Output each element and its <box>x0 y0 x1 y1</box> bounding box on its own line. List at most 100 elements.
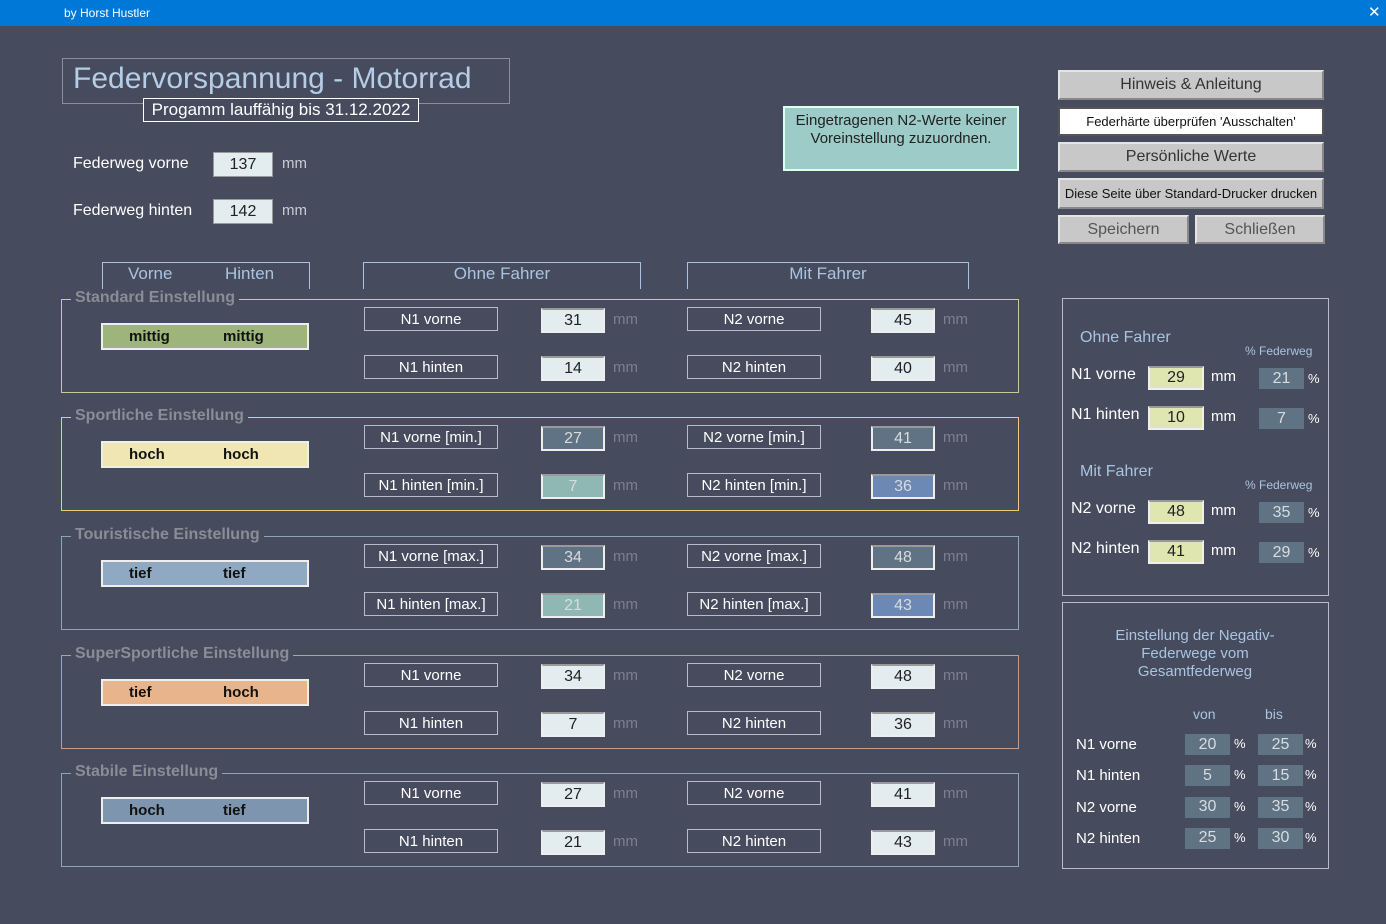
value-box: 36 <box>871 712 935 737</box>
pct-box: 15 <box>1258 765 1303 787</box>
field-label: N2 hinten [min.] <box>687 473 821 497</box>
unit: mm <box>943 833 968 850</box>
unit: % <box>1305 736 1317 751</box>
unit: % <box>1308 505 1320 520</box>
button[interactable]: Persönliche Werte <box>1058 142 1324 172</box>
setting-pill <box>101 323 309 350</box>
mm-box: 41 <box>1148 540 1204 564</box>
row-label: N1 vorne <box>1076 736 1137 753</box>
group-title: Mit Fahrer <box>1080 463 1153 480</box>
value-box: 27 <box>541 426 605 451</box>
unit: mm <box>613 596 638 613</box>
section-title: Standard Einstellung <box>71 289 240 307</box>
group-title: Ohne Fahrer <box>1080 329 1171 346</box>
travel-input[interactable]: 137 <box>213 152 273 177</box>
unit: % <box>1305 829 1317 845</box>
unit: mm <box>943 429 968 446</box>
unit: % <box>1308 411 1320 426</box>
button[interactable]: Hinweis & Anleitung <box>1058 70 1324 100</box>
value-box: 36 <box>871 474 935 499</box>
panel <box>1062 298 1329 596</box>
row-label: N2 vorne <box>1071 500 1136 517</box>
travel-input[interactable]: 142 <box>213 199 273 224</box>
value-box: 41 <box>871 782 935 807</box>
unit: mm <box>943 548 968 565</box>
value-box: 21 <box>541 593 605 618</box>
pct-header: % Federweg <box>1245 478 1313 492</box>
value-box: 34 <box>541 664 605 689</box>
unit: mm <box>282 155 307 172</box>
row-label: N2 hinten <box>1071 540 1140 557</box>
field-label: N1 vorne <box>364 307 498 331</box>
value-box: 48 <box>871 664 935 689</box>
unit: % <box>1234 798 1246 814</box>
value-box: 14 <box>541 356 605 381</box>
row-label: N1 hinten <box>1071 406 1140 423</box>
pill-text: tief <box>223 565 246 582</box>
unit: mm <box>613 667 638 684</box>
unit: % <box>1308 371 1320 386</box>
value-box: 45 <box>871 308 935 333</box>
unit: mm <box>1211 502 1236 519</box>
unit: mm <box>943 667 968 684</box>
row-label: N1 vorne <box>1071 366 1136 383</box>
section-frame <box>61 773 1019 867</box>
field-label: N2 vorne [min.] <box>687 425 821 449</box>
field-label: N2 hinten <box>687 711 821 735</box>
field-label: N2 hinten <box>687 829 821 853</box>
mm-box: 10 <box>1148 406 1204 430</box>
value-box: 43 <box>871 593 935 618</box>
section-title: Touristische Einstellung <box>71 526 264 544</box>
pill-text: hoch <box>223 446 259 463</box>
travel-label: Federweg hinten <box>73 202 193 219</box>
pct-box: 30 <box>1258 827 1303 849</box>
field-label: N1 hinten <box>364 355 498 379</box>
button[interactable]: Schließen <box>1195 215 1325 244</box>
pct-box: 21 <box>1259 368 1304 389</box>
column-header: Ohne Fahrer <box>453 264 551 283</box>
header-box <box>102 262 310 289</box>
field-label: N1 hinten [min.] <box>364 473 498 497</box>
pct-box: 35 <box>1259 502 1304 523</box>
panel <box>1062 602 1329 869</box>
value-box: 21 <box>541 830 605 855</box>
pill-text: tief <box>129 684 152 701</box>
pct-header: % Federweg <box>1245 344 1313 358</box>
button[interactable]: Speichern <box>1058 215 1189 244</box>
mm-box: 29 <box>1148 366 1204 390</box>
unit: % <box>1308 545 1320 560</box>
close-button[interactable]: ✕ <box>1368 4 1381 21</box>
button[interactable]: Federhärte überprüfen 'Ausschalten' <box>1058 107 1324 136</box>
section-frame <box>61 536 1019 630</box>
pct-box: 25 <box>1185 827 1230 849</box>
pct-box: 30 <box>1185 796 1230 818</box>
pill-text: mittig <box>129 328 170 345</box>
field-label: N1 hinten [max.] <box>364 592 498 616</box>
pill-text: hoch <box>129 802 165 819</box>
value-box: 27 <box>541 782 605 807</box>
row-label: N1 hinten <box>1076 767 1141 785</box>
value-box: 34 <box>541 545 605 570</box>
value-box: 31 <box>541 308 605 333</box>
pill-text: tief <box>129 565 152 582</box>
value-box: 41 <box>871 426 935 451</box>
field-label: N2 hinten <box>687 355 821 379</box>
field-label: N1 hinten <box>364 829 498 853</box>
button[interactable]: Diese Seite über Standard-Drucker drucke… <box>1058 178 1324 209</box>
field-label: N1 hinten <box>364 711 498 735</box>
unit: mm <box>1211 408 1236 425</box>
travel-label: Federweg vorne <box>73 155 189 172</box>
unit: mm <box>613 311 638 328</box>
setting-pill <box>101 797 309 824</box>
value-box: 43 <box>871 830 935 855</box>
value-box: 7 <box>541 712 605 737</box>
unit: mm <box>1211 542 1236 559</box>
setting-pill <box>101 679 309 706</box>
unit: mm <box>613 429 638 446</box>
pct-box: 5 <box>1185 765 1230 787</box>
field-label: N2 vorne <box>687 663 821 687</box>
setting-pill <box>101 441 309 468</box>
pill-text: hoch <box>129 446 165 463</box>
pill-text: mittig <box>223 328 264 345</box>
section-frame <box>61 655 1019 749</box>
